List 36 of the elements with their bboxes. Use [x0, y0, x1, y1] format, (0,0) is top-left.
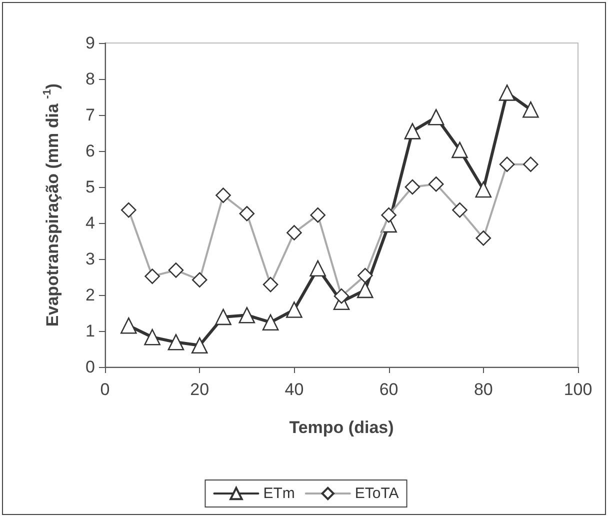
- point: [286, 302, 302, 318]
- point: [498, 84, 516, 101]
- y-tick-label: 5: [86, 178, 95, 196]
- point: [120, 317, 137, 334]
- y-tick-label: 6: [86, 142, 95, 160]
- y-tick-label: 9: [86, 34, 95, 52]
- legend-label: ETm: [263, 485, 295, 502]
- legend-label: EToTA: [354, 485, 399, 502]
- y-tick-label: 4: [86, 214, 95, 232]
- y-axis-title: Evapotranspiração (mm dia -1): [42, 83, 62, 327]
- point: [357, 282, 374, 298]
- point: [452, 142, 468, 158]
- y-tick-label: 3: [86, 250, 95, 268]
- point: [191, 337, 208, 354]
- point: [428, 109, 444, 126]
- point: [262, 314, 279, 331]
- x-tick-label: 100: [564, 380, 592, 399]
- y-tick-label: 0: [86, 358, 95, 376]
- y-tick-label: 1: [86, 322, 95, 340]
- point: [215, 308, 232, 326]
- point: [404, 123, 421, 140]
- x-tick-label: 40: [284, 380, 304, 399]
- x-axis-title: Tempo (dias): [289, 418, 394, 437]
- point: [144, 328, 160, 346]
- point: [168, 334, 184, 350]
- x-tick-label: 0: [100, 380, 110, 399]
- x-tick-label: 60: [379, 380, 398, 399]
- y-tick-label: 7: [86, 106, 95, 124]
- point: [475, 181, 492, 198]
- point: [522, 101, 539, 118]
- point: [238, 307, 256, 324]
- x-tick-label: 20: [190, 380, 210, 399]
- y-tick-label: 2: [86, 286, 95, 304]
- point: [310, 260, 326, 277]
- y-tick-label: 8: [86, 70, 95, 88]
- x-tick-label: 80: [474, 380, 493, 399]
